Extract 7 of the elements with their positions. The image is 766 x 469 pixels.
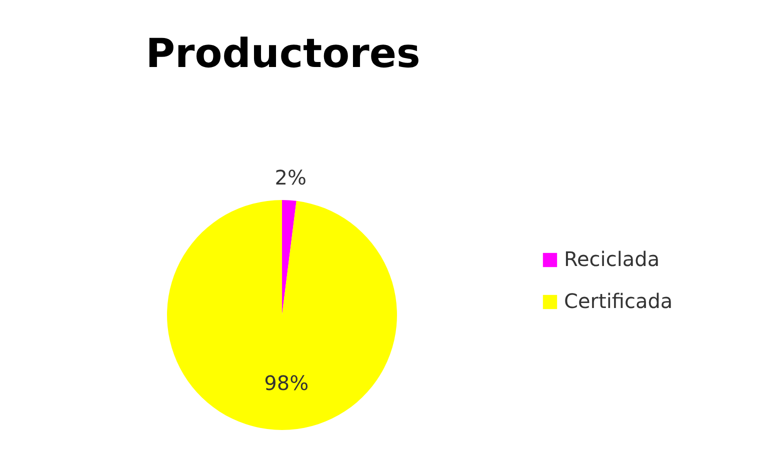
legend-label: Reciclada xyxy=(564,247,660,271)
pie-slice xyxy=(167,200,397,430)
data-label: 98% xyxy=(264,370,309,395)
pie-slice xyxy=(282,200,296,315)
data-label: 2% xyxy=(274,165,306,190)
legend-label: Certificada xyxy=(564,289,673,313)
chart-title: Productores xyxy=(146,31,420,77)
